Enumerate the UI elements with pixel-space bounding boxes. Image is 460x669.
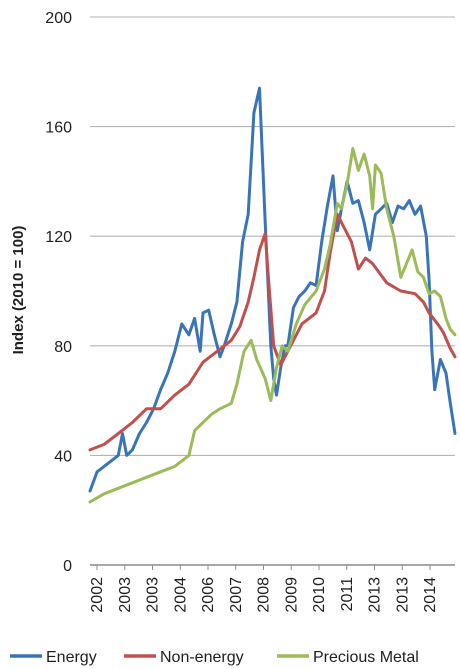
- legend-label-precious-metal: Precious Metal: [313, 649, 419, 666]
- y-tick-label: 160: [45, 120, 72, 137]
- legend: Energy Non-energy Precious Metal: [10, 649, 419, 666]
- x-tick-label: 2007: [228, 577, 245, 613]
- series-line-non-energy: [88, 212, 457, 452]
- x-tick-label: 2003: [145, 577, 162, 613]
- x-axis-ticks: 2002 2003 2003 2004 2006 2007 2008 2009 2010 2011…: [89, 565, 439, 613]
- y-tick-label: 80: [54, 339, 72, 356]
- x-tick-label: 2003: [117, 577, 134, 613]
- x-tick-label: 2002: [89, 577, 106, 613]
- legend-label-energy: Energy: [46, 649, 97, 666]
- series-lines: [88, 86, 457, 504]
- series-line-energy: [88, 86, 457, 493]
- x-tick-label: 2009: [283, 577, 300, 613]
- y-tick-label: 200: [45, 10, 72, 27]
- y-axis-ticks: 0 40 80 120 160 200: [45, 10, 72, 575]
- x-tick-label: 2013: [394, 577, 411, 613]
- y-tick-label: 0: [63, 558, 72, 575]
- x-tick-label: 2008: [256, 577, 273, 613]
- x-tick-label: 2011: [339, 577, 356, 612]
- x-tick-label: 2006: [200, 577, 217, 613]
- legend-label-non-energy: Non-energy: [160, 649, 244, 666]
- y-axis-title: Index (2010 = 100): [10, 226, 27, 355]
- series-line-precious-metal: [88, 147, 457, 504]
- y-tick-label: 40: [54, 448, 72, 465]
- x-tick-label: 2004: [172, 577, 189, 613]
- y-tick-label: 120: [45, 229, 72, 246]
- x-tick-label: 2010: [311, 577, 328, 613]
- x-tick-label: 2014: [422, 577, 439, 613]
- x-tick-label: 2013: [367, 577, 384, 613]
